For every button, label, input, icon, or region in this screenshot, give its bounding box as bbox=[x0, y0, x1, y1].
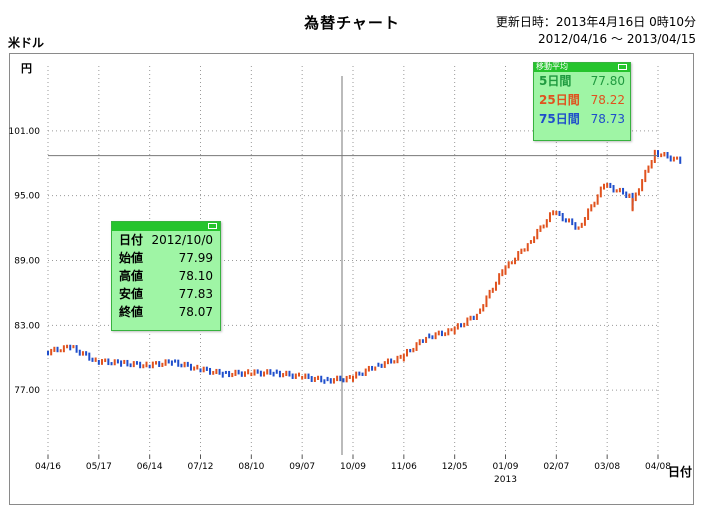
x-tick-label: 11/06 bbox=[391, 462, 417, 472]
ohlc-tooltip-panel[interactable]: 日付 2012/10/0 始値 77.99 高値 78.10 安値 77.83 終値 78.07 bbox=[111, 221, 221, 331]
panel-row: 高値 78.10 bbox=[112, 267, 220, 285]
y-tick-label: 89.00 bbox=[14, 257, 40, 267]
row-value: 78.07 bbox=[178, 305, 213, 319]
page-title: 為替チャート bbox=[304, 14, 400, 32]
update-info: 更新日時：2013年4月16日 0時10分 2012/04/16 〜 2013/… bbox=[496, 14, 696, 48]
x-tick-label: 06/14 bbox=[137, 462, 163, 472]
y-tick-label: 83.00 bbox=[14, 321, 40, 331]
minimize-icon[interactable] bbox=[208, 223, 217, 229]
x-tick-label: 04/16 bbox=[35, 462, 61, 472]
x-axis-unit: 日付 bbox=[668, 465, 693, 479]
x-tick-label: 03/08 bbox=[594, 462, 620, 472]
row-value: 78.10 bbox=[178, 269, 213, 283]
x-tick-label: 10/09 bbox=[340, 462, 366, 472]
panel-row: 終値 78.07 bbox=[112, 303, 220, 321]
row-label: 高値 bbox=[119, 269, 144, 283]
x-tick-label: 02/07 bbox=[543, 462, 569, 472]
x-tick-label: 04/08 bbox=[645, 462, 671, 472]
y-axis-unit: 円 bbox=[21, 62, 32, 75]
chart-frame bbox=[9, 53, 694, 505]
row-value: 78.22 bbox=[590, 93, 625, 107]
update-timestamp: 更新日時：2013年4月16日 0時10分 bbox=[495, 15, 696, 29]
moving-average-panel[interactable]: 移動平均 5日間 77.80 25日間 78.22 75日間 78.73 bbox=[533, 62, 631, 141]
row-label: 5日間 bbox=[539, 74, 572, 88]
row-label: 75日間 bbox=[539, 112, 580, 126]
panel-row: 75日間 78.73 bbox=[534, 110, 630, 129]
row-label: 終値 bbox=[119, 305, 144, 319]
row-label: 安値 bbox=[119, 287, 144, 301]
row-label: 25日間 bbox=[539, 93, 580, 107]
panel-titlebar[interactable] bbox=[112, 222, 220, 231]
crosshair bbox=[48, 76, 658, 455]
axis-ticks: 77.00 83.00 89.00 95.00 101.00 04/16 05/17 06/1… bbox=[9, 127, 672, 485]
y-tick-label: 101.00 bbox=[9, 127, 41, 137]
panel-title: 移動平均 bbox=[536, 62, 568, 71]
row-value: 77.99 bbox=[178, 251, 213, 265]
panel-row: 5日間 77.80 bbox=[534, 72, 630, 91]
price-series bbox=[47, 149, 682, 384]
ohlc-rows: 日付 2012/10/0 始値 77.99 高値 78.10 安値 77.83 終値 78.07 bbox=[112, 231, 220, 321]
ma-rows: 5日間 77.80 25日間 78.22 75日間 78.73 bbox=[534, 72, 630, 129]
row-label: 始値 bbox=[119, 251, 144, 265]
row-value: 77.80 bbox=[590, 74, 625, 88]
panel-row: 25日間 78.22 bbox=[534, 91, 630, 110]
x-tick-label: 09/07 bbox=[289, 462, 315, 472]
panel-titlebar[interactable]: 移動平均 bbox=[534, 62, 630, 72]
x-tick-label: 05/17 bbox=[86, 462, 112, 472]
row-value: 77.83 bbox=[178, 287, 213, 301]
panel-row: 安値 77.83 bbox=[112, 285, 220, 303]
y-tick-label: 95.00 bbox=[14, 192, 40, 202]
x-tick-label: 07/12 bbox=[188, 462, 214, 472]
x-tick-label: 08/10 bbox=[238, 462, 264, 472]
date-range: 2012/04/16 〜 2013/04/15 bbox=[538, 32, 696, 46]
x-tick-label: 01/09 bbox=[493, 462, 519, 472]
row-value: 2012/10/0 bbox=[151, 233, 213, 247]
currency-pair-label: 米ドル bbox=[8, 36, 45, 50]
minimize-icon[interactable] bbox=[618, 64, 627, 70]
panel-row: 始値 77.99 bbox=[112, 249, 220, 267]
x-tick-label: 12/05 bbox=[442, 462, 468, 472]
row-label: 日付 bbox=[119, 233, 144, 247]
panel-row: 日付 2012/10/0 bbox=[112, 231, 220, 249]
y-tick-label: 77.00 bbox=[14, 386, 40, 396]
x-year-label: 2013 bbox=[494, 475, 517, 485]
row-value: 78.73 bbox=[590, 112, 625, 126]
